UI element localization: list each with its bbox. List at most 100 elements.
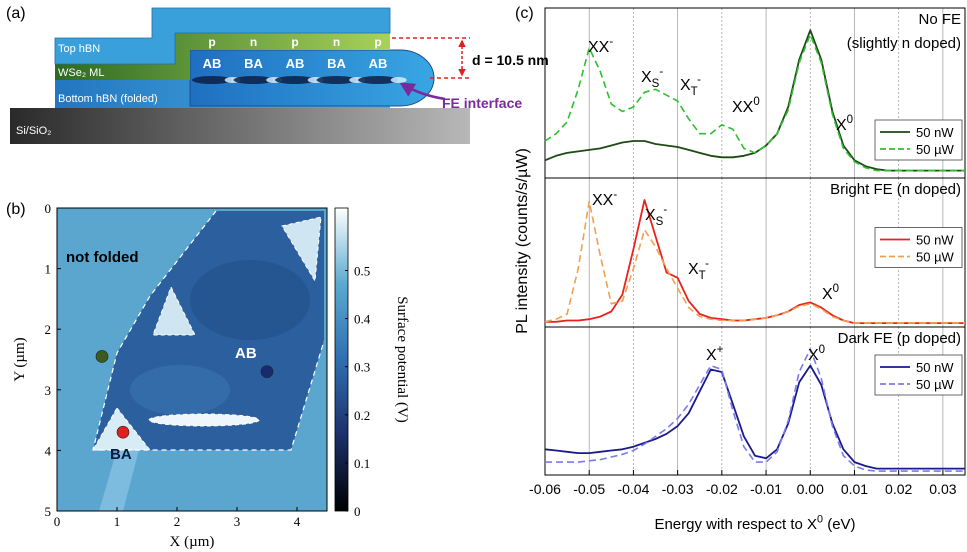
x-axis-label: X (µm) xyxy=(170,534,215,550)
text-sup: - xyxy=(609,36,613,48)
x-tick-label: -0.02 xyxy=(706,481,738,497)
domain-boundary xyxy=(152,285,196,336)
panel-label: (c) xyxy=(515,5,534,22)
x-tick-label: -0.01 xyxy=(750,481,782,497)
stacking-label: AB xyxy=(286,56,305,71)
domain-boundary xyxy=(281,216,322,283)
colorbar-tick-label: 0.4 xyxy=(354,312,371,327)
panel-title: Dark FE (p doped) xyxy=(838,330,961,347)
y-tick-label: 3 xyxy=(45,383,52,398)
text-sup: 0 xyxy=(817,513,823,525)
x-tick-label: 4 xyxy=(294,514,301,529)
panel-title: (slightly n doped) xyxy=(847,35,961,52)
stacking-label: BA xyxy=(327,56,346,71)
stacking-label: BA xyxy=(244,56,263,71)
legend-label: 50 nW xyxy=(916,233,954,248)
text-base: X xyxy=(706,347,717,364)
schematic: Top hBN WSe₂ ML Bottom hBN (folded) Si/S… xyxy=(10,7,549,144)
domain-wall xyxy=(358,76,398,84)
stacking-label: AB xyxy=(369,56,388,71)
spectrum-line xyxy=(544,364,965,470)
peak-label: XS- xyxy=(645,204,667,228)
text-sub: T xyxy=(691,86,698,98)
layer-label: Si/SiO₂ xyxy=(16,125,51,137)
spectrum-line xyxy=(544,33,965,172)
stacking-label: AB xyxy=(203,56,222,71)
triangle-domain xyxy=(153,287,195,335)
domain-wall xyxy=(275,76,315,84)
x-tick-label: 1 xyxy=(114,514,121,529)
spectrum-line xyxy=(544,200,965,324)
text-sup: - xyxy=(663,204,667,216)
x-tick-label: 0.00 xyxy=(797,481,824,497)
legend-box xyxy=(874,119,963,161)
legend-box xyxy=(874,354,963,396)
colorbar-tick-label: 0 xyxy=(354,504,361,519)
text-base: X xyxy=(641,69,652,86)
map-point xyxy=(116,425,130,439)
text-sup: - xyxy=(659,66,663,78)
colorbar-tick-label: 0.3 xyxy=(354,360,370,375)
colorbar-tick-label: 0.5 xyxy=(354,264,370,279)
y-axis-label: Y (µm) xyxy=(12,337,28,381)
map-point xyxy=(260,365,274,378)
peak-label: XT- xyxy=(680,74,701,98)
wse2-layer xyxy=(55,33,390,80)
x-tick-label: -0.04 xyxy=(617,481,649,497)
spectrum-line xyxy=(545,348,965,472)
text-after: (eV) xyxy=(823,516,856,533)
doping-label: p xyxy=(291,35,298,49)
map-frame xyxy=(56,207,328,512)
plot-frame xyxy=(544,326,966,476)
text-base: XX xyxy=(732,99,754,116)
legend-label: 50 µW xyxy=(916,377,955,392)
map-texture xyxy=(130,365,230,415)
legend-box xyxy=(874,227,963,268)
map-texture xyxy=(190,260,310,340)
peak-label: X0 xyxy=(808,344,825,364)
domain-boundary xyxy=(92,407,152,451)
text-base: X xyxy=(645,207,656,224)
text-sub: S xyxy=(652,78,660,90)
text-base: X xyxy=(836,117,847,134)
x-axis-label: Energy with respect to X0 (eV) xyxy=(654,513,855,533)
fold-boundary xyxy=(92,210,325,451)
text-sup: - xyxy=(697,74,701,86)
interface-label: FE interface xyxy=(442,95,522,111)
x-tick-label: 0.02 xyxy=(885,481,912,497)
interface-arrow xyxy=(399,82,446,101)
text-base: X xyxy=(688,261,699,278)
peak-label: XX- xyxy=(592,189,617,209)
legend-label: 50 nW xyxy=(916,360,954,375)
y-tick-label: 1 xyxy=(45,262,52,277)
peak-label: XX- xyxy=(588,36,613,56)
bubble xyxy=(148,413,260,427)
y-axis-label: PL intensity (counts/s/µW) xyxy=(514,148,531,334)
colorbar-tick-label: 0.2 xyxy=(354,408,370,423)
layer-label: WSe₂ ML xyxy=(58,67,104,79)
text-base: Energy with respect to X xyxy=(654,516,817,533)
legend-label: 50 µW xyxy=(916,250,955,265)
layer-label: Bottom hBN (folded) xyxy=(58,93,158,105)
panel-label: (b) xyxy=(6,201,26,218)
x-tick-label: -0.05 xyxy=(573,481,605,497)
doping-label: n xyxy=(250,35,257,49)
x-tick-label: 3 xyxy=(234,514,241,529)
doping-label: n xyxy=(333,35,340,49)
text-sup: 0 xyxy=(753,96,759,108)
text-sup: + xyxy=(717,344,724,356)
y-tick-label: 5 xyxy=(45,504,52,519)
x-tick-label: 0.03 xyxy=(929,481,956,497)
peak-label: XT- xyxy=(688,258,709,282)
thickness-label: d = 10.5 nm xyxy=(472,52,549,68)
x-tick-label: -0.06 xyxy=(529,481,561,497)
colorbar xyxy=(334,207,349,512)
panel-title: No FE xyxy=(918,11,961,28)
map-annotation: AB xyxy=(235,345,257,362)
text-sup: - xyxy=(705,258,709,270)
y-tick-label: 2 xyxy=(45,322,52,337)
text-base: X xyxy=(680,77,691,94)
x-tick-label: -0.03 xyxy=(662,481,694,497)
top-hbn xyxy=(54,7,391,65)
